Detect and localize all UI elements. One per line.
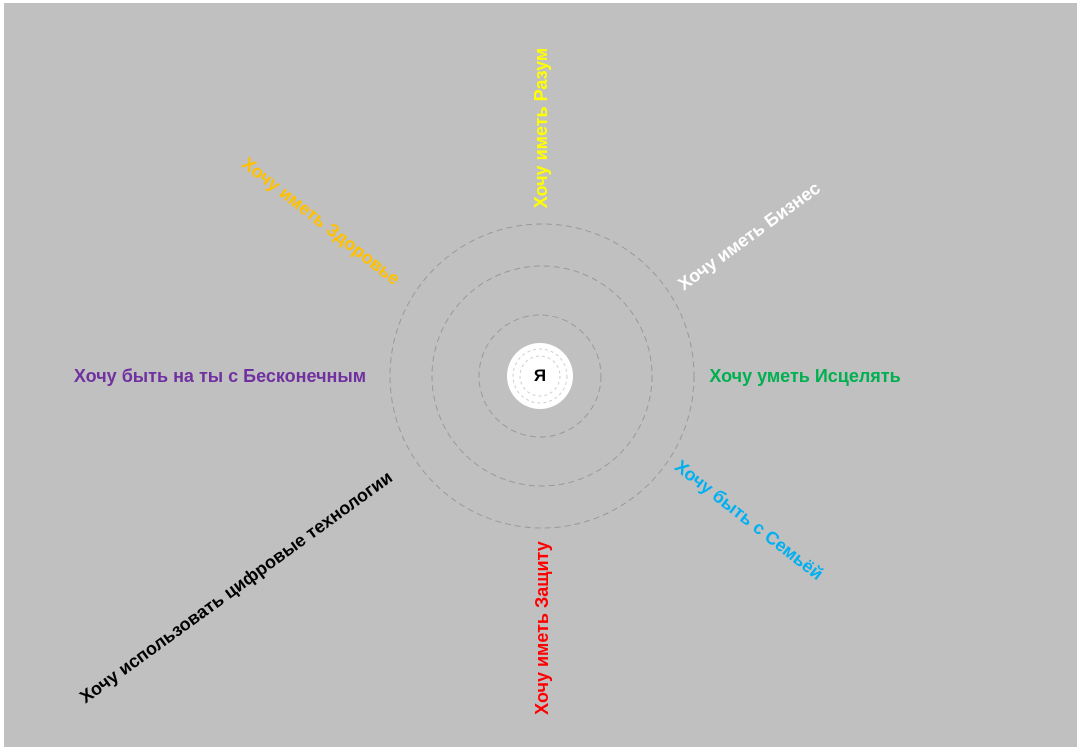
inner-ring (478, 314, 602, 438)
wish-razum: Хочу иметь Разум (531, 47, 551, 209)
wish-zashchita: Хочу иметь Защиту (532, 541, 552, 715)
middle-ring (431, 265, 653, 487)
wish-beskonechnyi: Хочу быть на ты с Бесконечным (73, 366, 367, 386)
wish-istselyat: Хочу уметь Исцелять (709, 366, 901, 386)
center-ring-2 (519, 355, 561, 397)
center-ring-1 (512, 348, 568, 404)
center-label: Я (533, 366, 547, 385)
outer-ring (389, 223, 695, 529)
center-disc (507, 343, 573, 409)
